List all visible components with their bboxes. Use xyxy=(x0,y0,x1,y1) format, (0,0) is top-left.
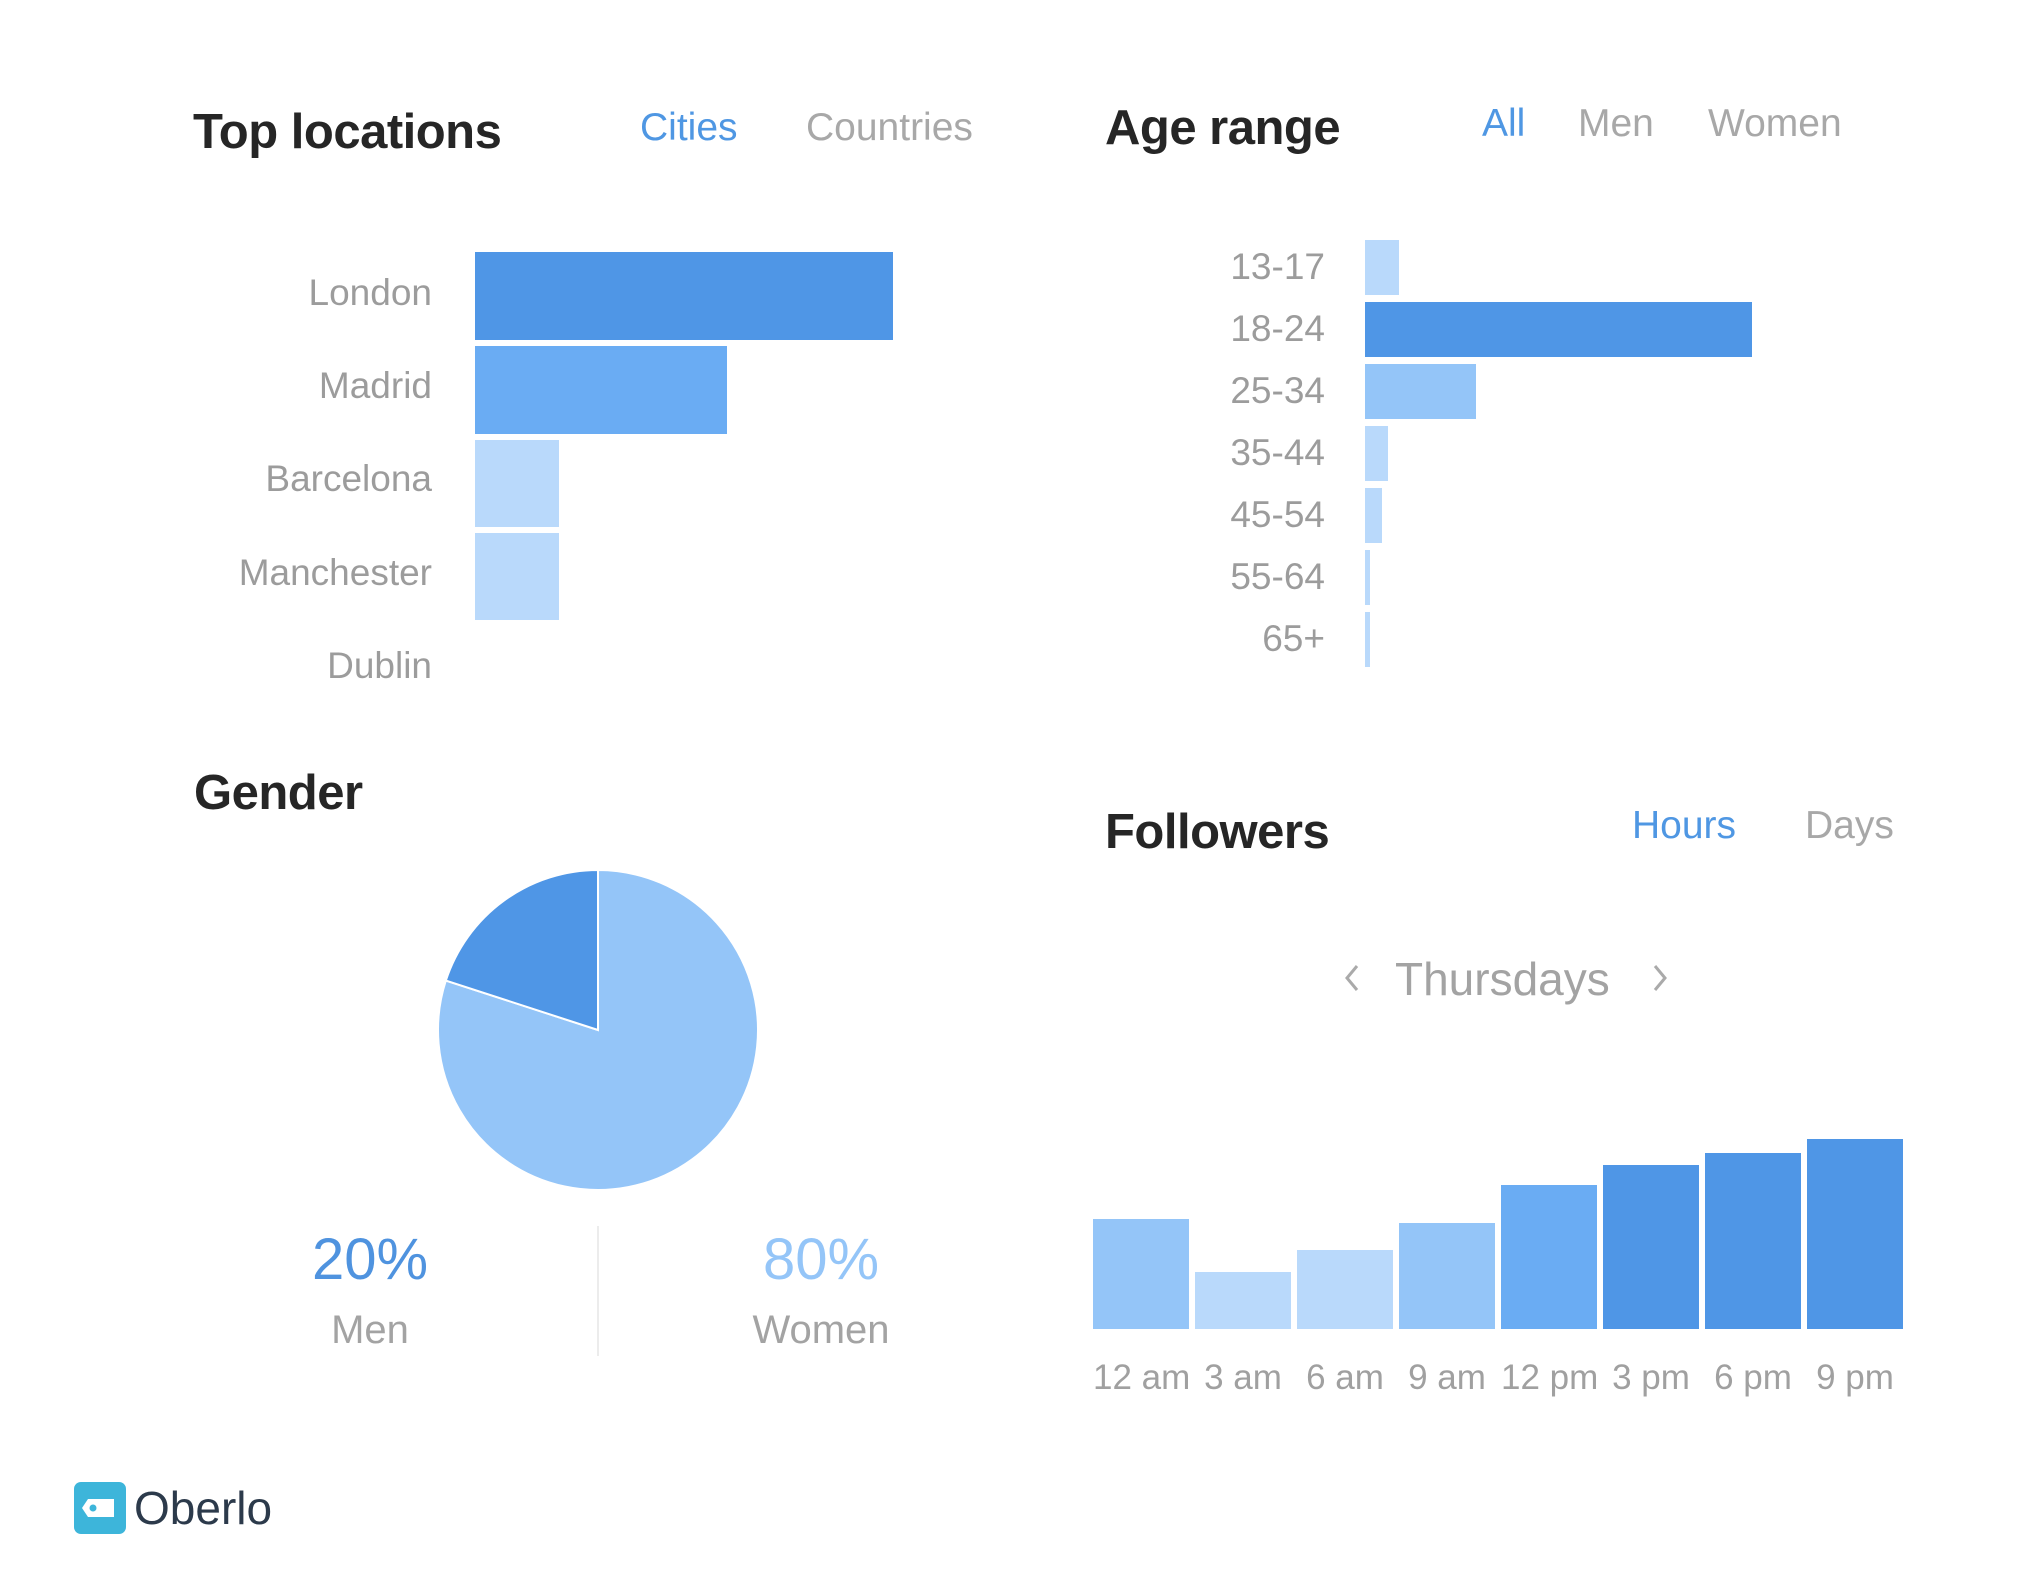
age-label: 45-54 xyxy=(1230,494,1325,535)
gender-pie-chart xyxy=(437,868,759,1191)
bar-18-24 xyxy=(1365,302,1752,357)
tab-all[interactable]: All xyxy=(1482,102,1526,145)
age-label: 55-64 xyxy=(1230,556,1325,597)
city-label: Dublin xyxy=(327,645,432,686)
city-label: Manchester xyxy=(238,552,432,593)
day-selector-value: Thursdays xyxy=(1395,953,1610,1005)
hour-label: 3 am xyxy=(1204,1358,1282,1397)
bar-35-44 xyxy=(1365,426,1388,481)
top-locations-title: Top locations xyxy=(193,105,502,159)
followers-title: Followers xyxy=(1105,805,1330,859)
men-percentage: 20% xyxy=(311,1227,429,1292)
bar-barcelona xyxy=(475,440,559,527)
bar-9pm xyxy=(1807,1139,1903,1329)
bar-12am xyxy=(1093,1219,1189,1329)
chevron-left-icon[interactable] xyxy=(1340,960,1364,996)
city-label: London xyxy=(308,272,432,313)
tab-days[interactable]: Days xyxy=(1805,804,1894,847)
bar-12pm xyxy=(1501,1185,1597,1329)
bar-6am xyxy=(1297,1250,1393,1329)
bar-13-17 xyxy=(1365,240,1399,295)
tab-women[interactable]: Women xyxy=(1708,102,1842,145)
tab-hours[interactable]: Hours xyxy=(1632,804,1737,847)
chevron-right-icon[interactable] xyxy=(1648,960,1672,996)
tab-cities[interactable]: Cities xyxy=(640,106,738,149)
hour-label: 12 am xyxy=(1093,1358,1191,1397)
tab-countries[interactable]: Countries xyxy=(806,106,973,149)
hour-label: 6 pm xyxy=(1714,1358,1792,1397)
women-label: Women xyxy=(752,1308,890,1352)
bar-65-plus xyxy=(1365,612,1370,667)
bar-madrid xyxy=(475,346,727,434)
gender-divider xyxy=(597,1226,599,1356)
brand-name: Oberlo xyxy=(134,1482,273,1534)
bar-9am xyxy=(1399,1223,1495,1329)
age-range-title: Age range xyxy=(1105,101,1341,155)
pie-slice-men xyxy=(444,868,599,1032)
gender-title: Gender xyxy=(194,766,363,820)
bar-55-64 xyxy=(1365,550,1370,605)
hour-label: 12 pm xyxy=(1501,1358,1599,1397)
age-label: 13-17 xyxy=(1230,246,1325,287)
tab-men[interactable]: Men xyxy=(1578,102,1654,145)
hour-label: 3 pm xyxy=(1612,1358,1690,1397)
women-percentage: 80% xyxy=(762,1227,880,1292)
bar-6pm xyxy=(1705,1153,1801,1329)
hour-label: 6 am xyxy=(1306,1358,1384,1397)
age-label: 65+ xyxy=(1262,618,1325,659)
hour-label: 9 am xyxy=(1408,1358,1486,1397)
city-label: Madrid xyxy=(318,365,432,406)
tag-icon xyxy=(74,1482,126,1534)
hour-label: 9 pm xyxy=(1816,1358,1894,1397)
bar-45-54 xyxy=(1365,488,1382,543)
age-label: 35-44 xyxy=(1230,432,1325,473)
age-label: 18-24 xyxy=(1230,308,1325,349)
men-label: Men xyxy=(331,1308,409,1352)
bar-london xyxy=(475,252,893,340)
city-label: Barcelona xyxy=(265,458,432,499)
age-label: 25-34 xyxy=(1230,370,1325,411)
bar-3pm xyxy=(1603,1165,1699,1329)
bar-manchester xyxy=(475,533,559,620)
bar-25-34 xyxy=(1365,364,1476,419)
bar-3am xyxy=(1195,1272,1291,1329)
